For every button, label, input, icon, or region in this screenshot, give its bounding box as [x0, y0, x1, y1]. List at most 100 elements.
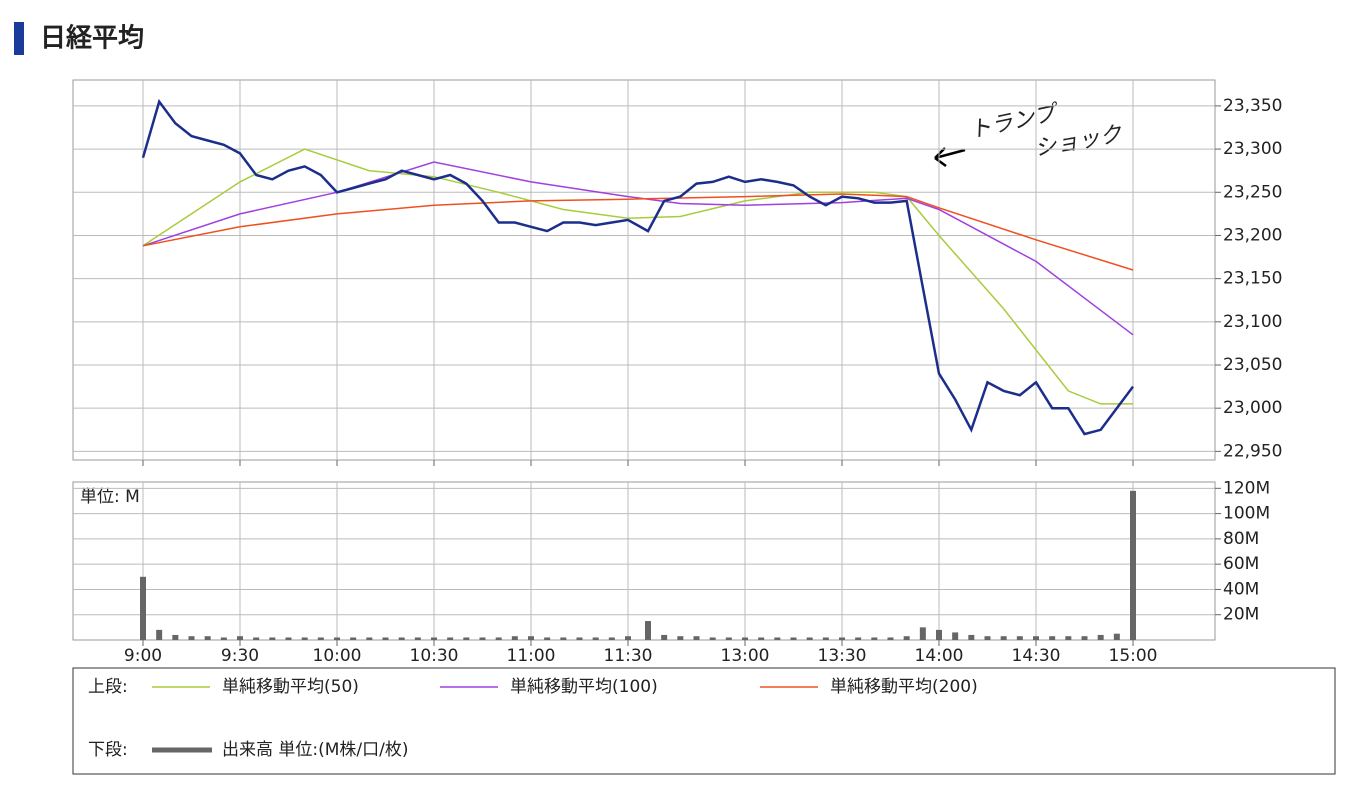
volume-bar — [608, 637, 615, 640]
x-tick-label: 13:30 — [818, 646, 867, 666]
volume-bar — [544, 637, 551, 640]
y-tick-label: 23,000 — [1223, 398, 1282, 418]
volume-bar — [479, 637, 486, 640]
y-tick-label: 23,300 — [1223, 139, 1282, 159]
volume-bar — [495, 637, 502, 640]
y-tick-label: 23,200 — [1223, 225, 1282, 245]
volume-bar — [156, 629, 163, 640]
volume-bar — [301, 637, 308, 640]
volume-bar — [1000, 636, 1007, 640]
legend-box — [72, 667, 1336, 775]
volume-bar — [984, 636, 991, 640]
volume-bar — [382, 637, 389, 640]
volume-bar — [645, 621, 651, 640]
volume-bar — [1049, 636, 1056, 640]
x-tick-label: 11:30 — [604, 646, 653, 666]
y-tick-label: 23,050 — [1223, 355, 1282, 375]
volume-bar — [528, 636, 534, 640]
volume-bar — [285, 637, 292, 640]
volume-bar — [790, 637, 797, 640]
volume-bar — [693, 636, 700, 640]
legend-label: 単純移動平均(50) — [222, 677, 359, 697]
volume-bar — [709, 637, 716, 640]
volume-bar — [463, 637, 470, 640]
volume-bar — [855, 637, 862, 640]
volume-bar — [1097, 634, 1104, 640]
moving-average-line — [142, 193, 1134, 271]
volume-bar — [414, 637, 421, 640]
volume-bar — [511, 636, 518, 640]
volume-bar — [919, 627, 926, 640]
x-tick-label: 10:30 — [410, 646, 459, 666]
volume-bar — [936, 629, 942, 640]
y-tick-label: 23,150 — [1223, 269, 1282, 289]
volume-bar — [1033, 636, 1039, 640]
volume-bar — [742, 637, 748, 640]
volume-bar — [625, 636, 631, 640]
x-tick-label: 15:00 — [1109, 646, 1158, 666]
x-tick-label: 11:00 — [507, 646, 556, 666]
volume-bar — [431, 637, 437, 640]
volume-bar — [1130, 490, 1136, 640]
annotation-arrow — [934, 147, 966, 168]
volume-bar — [1081, 636, 1088, 640]
y-tick-label: 120M — [1223, 478, 1270, 498]
volume-bar — [398, 637, 405, 640]
volume-bar — [871, 637, 878, 640]
volume-bar — [220, 637, 227, 640]
volume-bar — [774, 637, 781, 640]
volume-bar — [758, 637, 765, 640]
volume-bar — [237, 636, 243, 640]
legend-label: 下段: — [88, 740, 128, 760]
volume-bar — [806, 637, 813, 640]
volume-bar — [952, 632, 959, 640]
unit-label: 単位: M — [80, 487, 140, 507]
legend-label: 単純移動平均(100) — [510, 677, 658, 697]
volume-bar — [140, 576, 146, 640]
x-tick-label: 14:00 — [915, 646, 964, 666]
volume-bar — [839, 637, 845, 640]
y-tick-label: 23,250 — [1223, 182, 1282, 202]
volume-bar — [366, 637, 373, 640]
price-line — [141, 98, 1134, 436]
volume-bar — [1016, 636, 1023, 640]
y-tick-label: 22,950 — [1223, 441, 1282, 461]
title-marker — [14, 22, 24, 55]
volume-bar — [576, 637, 583, 640]
y-tick-label: 20M — [1223, 605, 1259, 625]
y-tick-label: 100M — [1223, 504, 1270, 524]
volume-bar — [887, 637, 894, 640]
volume-bar — [1065, 636, 1072, 640]
volume-plot-frame — [72, 481, 1216, 641]
volume-bar — [903, 636, 910, 640]
y-tick-label: 23,100 — [1223, 312, 1282, 332]
volume-bar — [204, 636, 211, 640]
volume-bar — [172, 634, 179, 640]
volume-bar — [560, 637, 567, 640]
y-tick-label: 60M — [1223, 554, 1259, 574]
volume-bar — [317, 637, 324, 640]
volume-bar — [592, 637, 599, 640]
price-plot-frame — [72, 79, 1216, 461]
volume-bar — [661, 634, 668, 640]
x-tick-label: 10:00 — [313, 646, 362, 666]
chart-title: 日経平均 — [40, 23, 144, 54]
volume-bar — [253, 637, 260, 640]
legend-label: 上段: — [88, 677, 128, 697]
volume-bar — [269, 637, 276, 640]
legend-label: 単純移動平均(200) — [830, 677, 978, 697]
legend-label: 出来高 単位:(M株/口/枚) — [222, 740, 409, 760]
volume-bar — [447, 637, 454, 640]
y-tick-label: 23,350 — [1223, 96, 1282, 116]
volume-bar — [1113, 633, 1120, 640]
moving-average-line — [142, 161, 1134, 336]
x-tick-label: 14:30 — [1012, 646, 1061, 666]
x-tick-label: 9:30 — [221, 646, 259, 666]
volume-bar — [350, 637, 357, 640]
x-tick-label: 13:00 — [721, 646, 770, 666]
y-tick-label: 40M — [1223, 579, 1259, 599]
volume-bar — [725, 637, 732, 640]
volume-bar — [677, 636, 684, 640]
x-tick-label: 9:00 — [124, 646, 162, 666]
